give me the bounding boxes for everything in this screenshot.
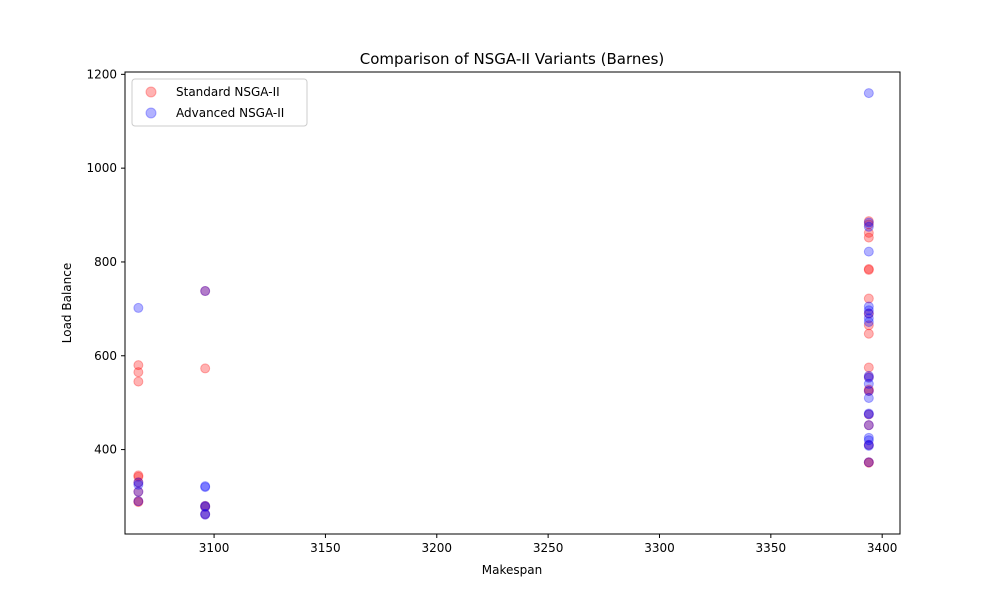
standard-nsga-point <box>133 486 144 497</box>
advanced-nsga-point <box>200 509 211 520</box>
chart-title: Comparison of NSGA-II Variants (Barnes) <box>360 50 665 68</box>
x-tick-label: 3100 <box>199 541 230 555</box>
advanced-nsga-point <box>133 477 144 488</box>
standard-nsga-point <box>133 360 144 371</box>
advanced-nsga-point <box>863 370 874 381</box>
standard-nsga-point <box>863 409 874 420</box>
advanced-nsga-point <box>133 302 144 313</box>
standard-nsga-point <box>133 376 144 387</box>
standard-nsga-point <box>863 216 874 227</box>
y-tick-label: 600 <box>94 349 117 363</box>
standard-nsga-point <box>863 320 874 331</box>
advanced-nsga-point <box>863 439 874 450</box>
legend-label-standard: Standard NSGA-II <box>176 85 280 99</box>
standard-nsga-point <box>133 471 144 482</box>
x-tick-label: 3150 <box>310 541 341 555</box>
plot-frame <box>124 71 901 535</box>
x-tick-label: 3350 <box>756 541 787 555</box>
advanced-nsga-point <box>863 313 874 324</box>
advanced-nsga-point <box>863 420 874 431</box>
y-tick-label: 1000 <box>86 161 117 175</box>
x-tick-label: 3200 <box>422 541 453 555</box>
advanced-nsga-point <box>863 385 874 396</box>
standard-nsga-point <box>863 227 874 238</box>
standard-nsga-point <box>863 264 874 275</box>
standard-nsga-point <box>200 509 211 520</box>
x-tick-label: 3300 <box>644 541 675 555</box>
standard-nsga-point <box>133 367 144 378</box>
standard-nsga-point <box>863 263 874 274</box>
standard-nsga-point <box>200 501 211 512</box>
x-axis-label: Makespan <box>482 563 542 577</box>
standard-nsga-point <box>863 219 874 230</box>
standard-nsga-point <box>200 363 211 374</box>
standard-nsga-point <box>863 420 874 431</box>
advanced-nsga-point <box>200 500 211 511</box>
advanced-nsga-point <box>863 308 874 319</box>
advanced-nsga-point <box>863 217 874 228</box>
advanced-nsga-point <box>133 496 144 507</box>
x-axis: 3100 3150 3200 3250 3300 3350 3400 <box>199 534 898 555</box>
advanced-nsga-point <box>863 221 874 232</box>
x-tick-label: 3250 <box>533 541 564 555</box>
advanced-nsga-point <box>863 88 874 99</box>
legend-marker-advanced <box>145 107 157 119</box>
advanced-nsga-point <box>863 457 874 468</box>
advanced-nsga-point <box>863 408 874 419</box>
y-tick-label: 800 <box>94 255 117 269</box>
standard-nsga-point <box>863 232 874 243</box>
advanced-nsga-point <box>200 482 211 493</box>
standard-nsga-point <box>133 477 144 488</box>
advanced-nsga-point <box>863 246 874 257</box>
legend-box <box>131 78 308 127</box>
standard-nsga-point <box>863 384 874 395</box>
advanced-nsga-point <box>200 286 211 297</box>
legend-label-advanced: Advanced NSGA-II <box>176 106 284 120</box>
standard-nsga-point <box>863 457 874 468</box>
advanced-nsga-point <box>863 378 874 389</box>
y-tick-label: 400 <box>94 443 117 457</box>
standard-nsga-point <box>863 457 874 468</box>
advanced-nsga-point <box>200 481 211 492</box>
standard-nsga-point <box>863 362 874 373</box>
advanced-nsga-point <box>200 501 211 512</box>
advanced-nsga-point <box>863 435 874 446</box>
advanced-nsga-point <box>863 440 874 451</box>
standard-nsga-point <box>200 286 211 297</box>
standard-nsga-point <box>133 497 144 508</box>
advanced-nsga-point <box>200 508 211 519</box>
standard-nsga-point <box>200 500 211 511</box>
advanced-nsga-point <box>133 479 144 490</box>
y-axis-label: Load Balance <box>60 263 74 343</box>
standard-nsga-point <box>863 328 874 339</box>
advanced-nsga-point <box>863 301 874 312</box>
advanced-nsga-point <box>863 372 874 383</box>
legend-marker-standard <box>145 86 157 98</box>
advanced-nsga-point <box>133 486 144 497</box>
standard-nsga-point <box>863 308 874 319</box>
y-axis: 400 600 800 1000 1200 <box>86 67 125 457</box>
standard-nsga-point <box>863 439 874 450</box>
advanced-nsga-point <box>863 409 874 420</box>
advanced-nsga-point <box>863 305 874 316</box>
standard-nsga-point <box>133 496 144 507</box>
standard-nsga-point <box>133 470 144 481</box>
advanced-nsga-point <box>863 392 874 403</box>
y-tick-label: 1200 <box>86 67 117 81</box>
standard-nsga-point <box>863 385 874 396</box>
advanced-nsga-point <box>863 316 874 327</box>
points-layer <box>133 88 874 520</box>
advanced-nsga-point <box>863 432 874 443</box>
x-tick-label: 3400 <box>867 541 898 555</box>
standard-nsga-point <box>863 371 874 382</box>
standard-nsga-point <box>863 293 874 304</box>
legend: Standard NSGA-II Advanced NSGA-II <box>131 78 308 127</box>
